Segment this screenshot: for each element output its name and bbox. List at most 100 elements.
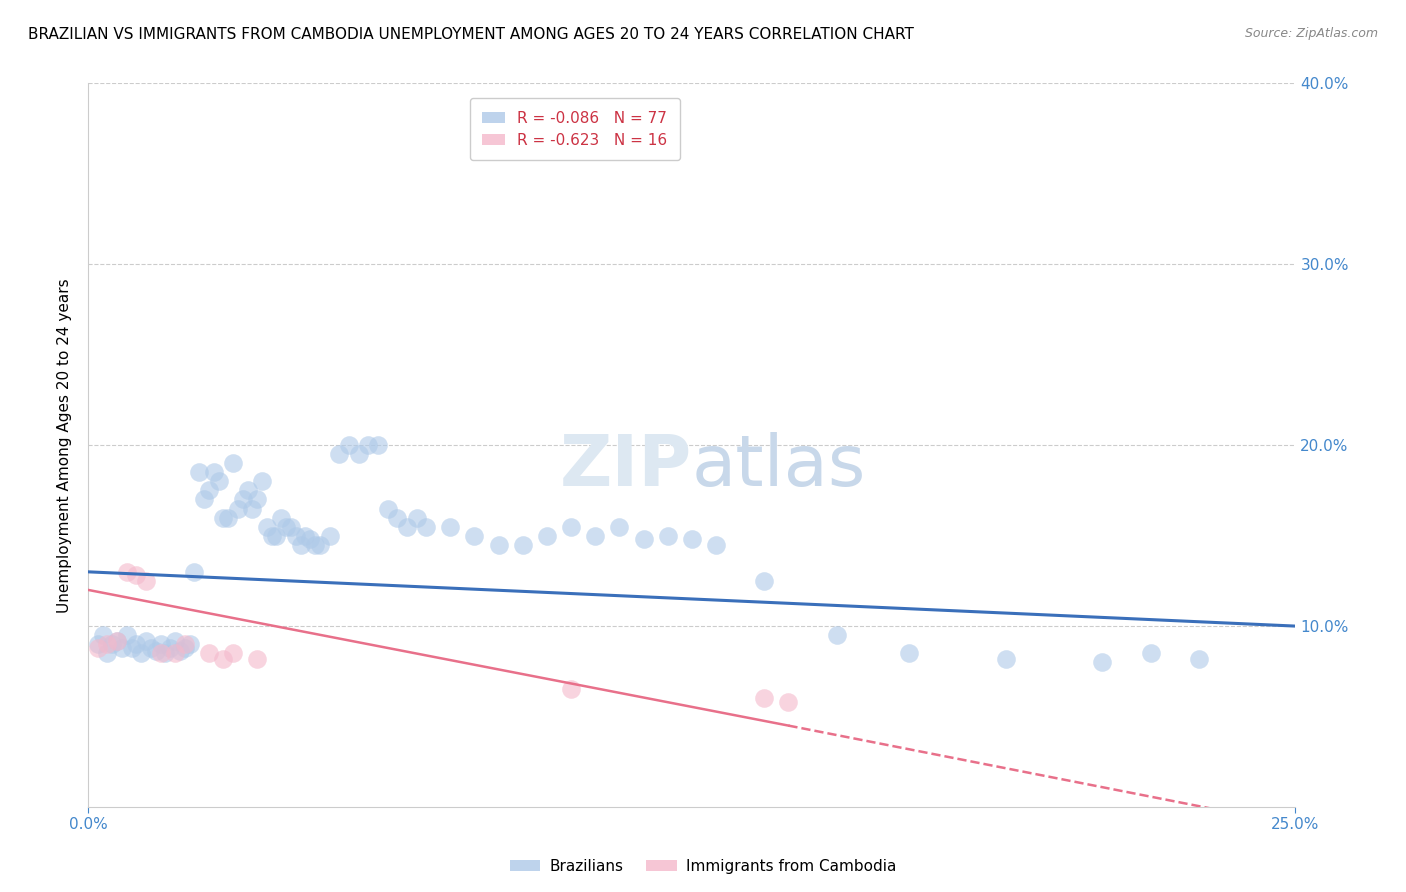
Point — [212, 510, 235, 524]
Point — [754, 574, 776, 588]
Point — [299, 533, 322, 547]
Point — [357, 438, 380, 452]
Y-axis label: Unemployment Among Ages 20 to 24 years: Unemployment Among Ages 20 to 24 years — [58, 278, 72, 613]
Point — [198, 646, 221, 660]
Point — [276, 519, 298, 533]
Point — [280, 519, 302, 533]
Point — [165, 646, 187, 660]
Point — [115, 628, 138, 642]
Point — [560, 682, 582, 697]
Point — [898, 646, 921, 660]
Point — [405, 510, 427, 524]
Point — [135, 633, 157, 648]
Point — [91, 628, 114, 642]
Point — [226, 501, 249, 516]
Point — [236, 483, 259, 498]
Point — [179, 637, 201, 651]
Point — [101, 637, 124, 651]
Point — [87, 640, 110, 655]
Point — [169, 644, 191, 658]
Point — [246, 651, 269, 665]
Point — [488, 538, 510, 552]
Point — [212, 651, 235, 665]
Point — [183, 565, 205, 579]
Text: atlas: atlas — [692, 433, 866, 501]
Point — [217, 510, 239, 524]
Point — [309, 538, 332, 552]
Point — [395, 519, 418, 533]
Point — [512, 538, 534, 552]
Point — [222, 646, 245, 660]
Point — [377, 501, 399, 516]
Point — [96, 637, 118, 651]
Point — [347, 447, 370, 461]
Point — [165, 633, 187, 648]
Point — [266, 529, 288, 543]
Point — [318, 529, 340, 543]
Point — [111, 640, 134, 655]
Point — [87, 637, 110, 651]
Point — [173, 637, 195, 651]
Point — [294, 529, 316, 543]
Point — [105, 633, 128, 648]
Text: ZIP: ZIP — [560, 433, 692, 501]
Point — [560, 519, 582, 533]
Point — [778, 695, 800, 709]
Point — [246, 492, 269, 507]
Point — [188, 466, 211, 480]
Legend: Brazilians, Immigrants from Cambodia: Brazilians, Immigrants from Cambodia — [503, 853, 903, 880]
Point — [1091, 655, 1114, 669]
Point — [260, 529, 283, 543]
Text: BRAZILIAN VS IMMIGRANTS FROM CAMBODIA UNEMPLOYMENT AMONG AGES 20 TO 24 YEARS COR: BRAZILIAN VS IMMIGRANTS FROM CAMBODIA UN… — [28, 27, 914, 42]
Point — [96, 646, 118, 660]
Point — [250, 475, 273, 489]
Point — [149, 637, 172, 651]
Point — [240, 501, 263, 516]
Point — [1188, 651, 1211, 665]
Point — [145, 644, 167, 658]
Point — [583, 529, 606, 543]
Point — [125, 568, 148, 582]
Point — [125, 637, 148, 651]
Point — [754, 691, 776, 706]
Point — [222, 456, 245, 470]
Point — [155, 646, 177, 660]
Point — [328, 447, 350, 461]
Point — [121, 640, 143, 655]
Point — [633, 533, 655, 547]
Point — [270, 510, 292, 524]
Legend: R = -0.086   N = 77, R = -0.623   N = 16: R = -0.086 N = 77, R = -0.623 N = 16 — [470, 98, 679, 161]
Point — [304, 538, 326, 552]
Point — [609, 519, 631, 533]
Point — [202, 466, 225, 480]
Point — [232, 492, 254, 507]
Point — [193, 492, 215, 507]
Point — [256, 519, 278, 533]
Point — [463, 529, 485, 543]
Point — [657, 529, 679, 543]
Point — [536, 529, 558, 543]
Point — [994, 651, 1017, 665]
Point — [337, 438, 360, 452]
Point — [198, 483, 221, 498]
Point — [139, 640, 162, 655]
Point — [135, 574, 157, 588]
Point — [149, 646, 172, 660]
Point — [704, 538, 727, 552]
Text: Source: ZipAtlas.com: Source: ZipAtlas.com — [1244, 27, 1378, 40]
Point — [367, 438, 389, 452]
Point — [1139, 646, 1161, 660]
Point — [129, 646, 152, 660]
Point — [681, 533, 703, 547]
Point — [207, 475, 229, 489]
Point — [439, 519, 461, 533]
Point — [105, 633, 128, 648]
Point — [284, 529, 307, 543]
Point — [115, 565, 138, 579]
Point — [415, 519, 437, 533]
Point — [159, 640, 181, 655]
Point — [387, 510, 409, 524]
Point — [173, 640, 195, 655]
Point — [825, 628, 848, 642]
Point — [290, 538, 312, 552]
